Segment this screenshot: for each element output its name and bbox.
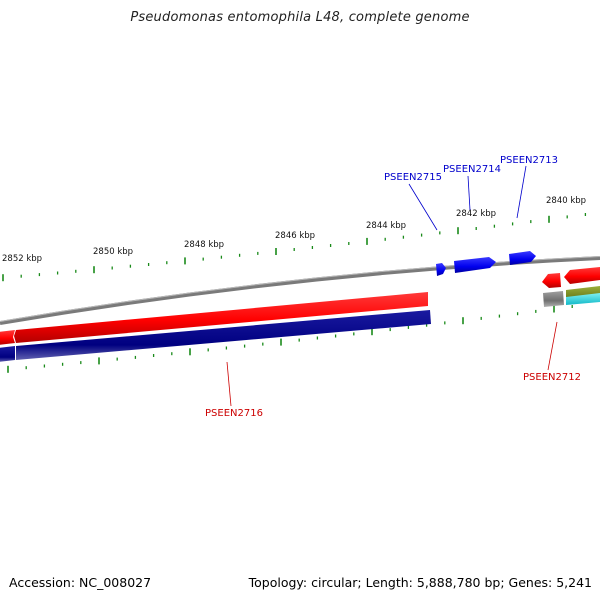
gene-bar-gray[interactable] — [543, 291, 564, 307]
scale-label: 2840 kbp — [546, 196, 586, 206]
callout-line-pseen2716 — [226, 361, 232, 407]
gene-bar-cyan[interactable] — [566, 293, 600, 305]
gene-label-pseen2715[interactable]: PSEEN2715 — [384, 172, 442, 183]
scale-label: 2852 kbp — [2, 254, 42, 264]
gene-label-pseen2713[interactable]: PSEEN2713 — [500, 155, 558, 166]
gene-arrow-pseen2712[interactable] — [542, 273, 561, 288]
outer-tick-row — [2, 213, 587, 282]
map-title: Pseudomonas entomophila L48, complete ge… — [130, 10, 470, 25]
callout-line-pseen2714 — [467, 175, 471, 211]
gene-arrow-pseen2713[interactable] — [509, 251, 536, 265]
scale-label: 2850 kbp — [93, 247, 133, 257]
cds-bar-left-navy[interactable] — [0, 346, 15, 362]
callout-line-pseen2715 — [408, 183, 438, 231]
gene-arrow-right-red[interactable] — [564, 267, 600, 284]
accession-text: Accession: NC_008027 — [9, 575, 152, 590]
scale-label: 2848 kbp — [184, 240, 224, 250]
gene-bar-pseen2716-forward[interactable] — [14, 292, 428, 343]
cds-bar-pseen2716[interactable] — [16, 310, 431, 360]
scale-label: 2842 kbp — [456, 209, 496, 219]
gene-label-pseen2714[interactable]: PSEEN2714 — [443, 164, 501, 175]
callout-line-pseen2712 — [547, 321, 558, 371]
gene-label-pseen2716[interactable]: PSEEN2716 — [205, 408, 263, 419]
scale-label: 2846 kbp — [275, 231, 315, 241]
inner-tick-row — [7, 305, 573, 373]
scale-label: 2844 kbp — [366, 221, 406, 231]
gene-bar-left-red[interactable] — [0, 330, 15, 345]
callout-line-pseen2713 — [516, 165, 527, 219]
gene-arrow-pseen2714[interactable] — [454, 257, 496, 273]
genome-summary-text: Topology: circular; Length: 5,888,780 bp… — [248, 575, 592, 590]
gene-arrow-pseen2715[interactable] — [436, 263, 446, 276]
gene-label-pseen2712[interactable]: PSEEN2712 — [523, 372, 581, 383]
